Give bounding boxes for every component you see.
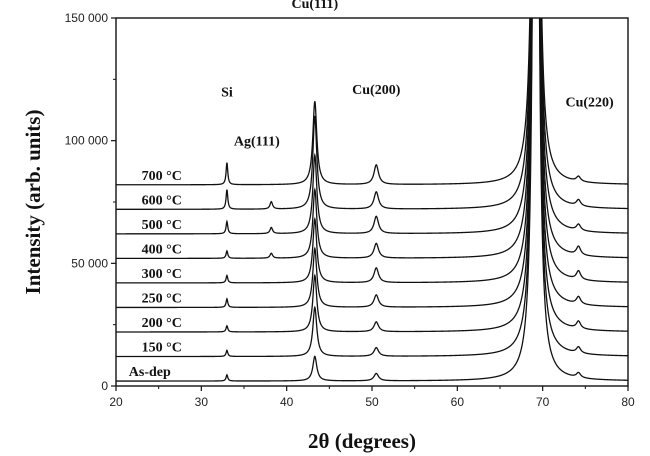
series-label-1: 150 °C — [142, 341, 182, 356]
series-label-0: As-dep — [129, 365, 171, 380]
peak-label-4: Cu(220) — [565, 95, 614, 110]
x-tick-label-3: 50 — [365, 395, 379, 409]
series-label-7: 600 °C — [142, 193, 182, 208]
series-label-6: 500 °C — [142, 218, 182, 233]
series-line-8 — [116, 18, 628, 186]
labels: As-dep 150 °C 200 °C 250 °C 300 °C 400 °C 500 … — [129, 0, 614, 380]
x-tick-label-0: 20 — [109, 395, 123, 409]
series-label-5: 400 °C — [142, 242, 182, 257]
x-tick-label-2: 40 — [280, 395, 294, 409]
series-line-0 — [116, 18, 628, 382]
series-label-8: 700 °C — [142, 169, 182, 184]
peak-label-0: Si — [221, 86, 233, 101]
peak-label-1: Ag(111) — [234, 135, 280, 150]
x-tick-label-5: 70 — [536, 395, 550, 409]
x-tick-label-6: 80 — [621, 395, 635, 409]
series-line-4 — [116, 18, 628, 284]
series-line-3 — [116, 18, 628, 309]
series-line-5 — [116, 18, 628, 260]
series-line-1 — [116, 18, 628, 358]
axes: 20 30 40 50 60 70 80 0 50 000 100 000 150 000 2θ (d… — [21, 11, 635, 453]
y-tick-label-3: 150 000 — [65, 11, 109, 25]
series-label-2: 200 °C — [142, 316, 182, 331]
x-tick-label-1: 30 — [195, 395, 209, 409]
peak-label-3: Cu(200) — [352, 83, 401, 98]
plot-area — [116, 18, 628, 382]
series-line-2 — [116, 18, 628, 333]
series-label-4: 300 °C — [142, 267, 182, 282]
x-axis-title: 2θ (degrees) — [308, 429, 416, 453]
peak-label-2: Cu(111) — [291, 0, 338, 12]
y-tick-label-1: 50 000 — [71, 256, 108, 270]
y-axis-title: Intensity (arb. units) — [21, 110, 45, 295]
series-label-3: 250 °C — [142, 291, 182, 306]
y-tick-label-0: 0 — [101, 379, 108, 393]
y-tick-label-2: 100 000 — [65, 134, 109, 148]
x-tick-label-4: 60 — [451, 395, 465, 409]
series-line-6 — [116, 18, 628, 235]
series-line-7 — [116, 18, 628, 210]
